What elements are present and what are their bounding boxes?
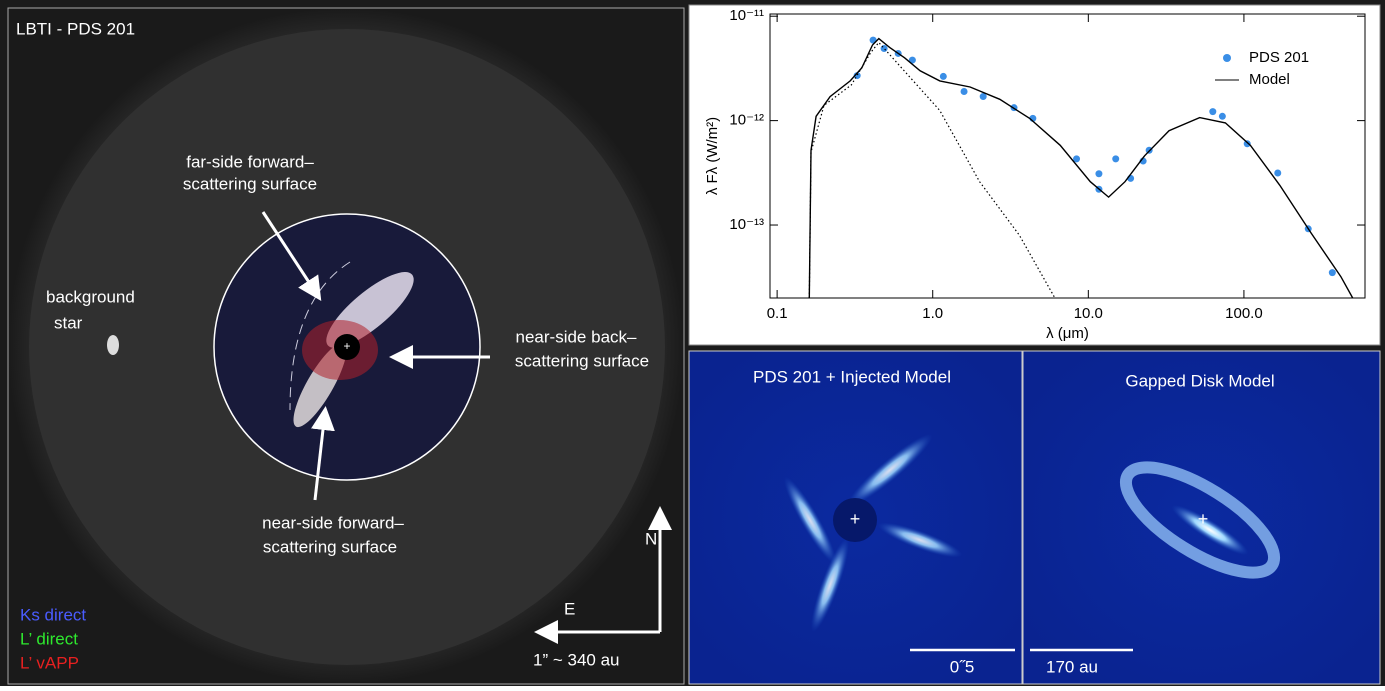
legend-label: L’ vAPP	[20, 653, 79, 672]
y-axis-label: λ Fλ (W/m²)	[704, 117, 721, 195]
legend-label: L’ direct	[20, 629, 78, 648]
data-point	[1243, 140, 1251, 148]
data-point	[960, 88, 968, 96]
plot-frame	[769, 13, 1366, 299]
disk-model	[1119, 461, 1281, 579]
annotation: scattering surface	[183, 174, 317, 193]
data-point	[1095, 170, 1103, 178]
x-axis-label: λ (μm)	[1046, 325, 1089, 342]
data-point	[979, 93, 987, 101]
data-point	[1328, 269, 1336, 277]
data-point	[908, 56, 916, 64]
panel-title: LBTI - PDS 201	[16, 19, 135, 38]
x-tick-label: 10.0	[1074, 305, 1103, 322]
star-mask	[833, 498, 877, 542]
photosphere-line	[808, 41, 1056, 299]
data-point	[1218, 112, 1226, 120]
dashed-arc	[289, 261, 351, 411]
disk-model	[1171, 504, 1249, 556]
star-marker: +	[850, 509, 861, 529]
annotation: near-side back–	[516, 327, 638, 346]
chart-panel	[688, 4, 1381, 346]
x-tick-label: 0.1	[767, 305, 788, 322]
scale-label: 0˝5	[950, 657, 975, 676]
data-point	[939, 72, 947, 80]
scale-label: 1” ~ 340 au	[533, 650, 620, 669]
data-point	[1112, 155, 1120, 163]
annotation: background	[46, 287, 135, 306]
legend-label: PDS 201	[1249, 49, 1309, 66]
scale-label: 170 au	[1046, 657, 1098, 676]
star-marker: +	[343, 339, 350, 353]
legend-marker	[1223, 54, 1231, 62]
legend-label: Ks direct	[20, 605, 86, 624]
panel-title: PDS 201 + Injected Model	[753, 367, 951, 386]
y-tick-label: 10⁻¹²	[729, 112, 764, 129]
data-point	[1274, 169, 1282, 177]
residual-streaks	[783, 433, 963, 633]
arrow	[311, 406, 335, 501]
data-point	[1209, 108, 1217, 116]
legend-label: Model	[1249, 71, 1290, 88]
annotation: scattering surface	[515, 351, 649, 370]
compass-label: N	[645, 529, 657, 548]
annotation: near-side forward–	[262, 513, 404, 532]
data-point	[1073, 155, 1081, 163]
model-line	[808, 37, 1354, 299]
data-point	[880, 45, 888, 53]
star-mask	[334, 334, 360, 360]
x-tick-label: 100.0	[1225, 305, 1263, 322]
arrow	[261, 211, 322, 302]
star-marker: +	[1198, 509, 1209, 529]
annotation: scattering surface	[263, 537, 397, 556]
annotation: star	[54, 313, 83, 332]
compass-label: E	[564, 599, 575, 618]
annotation: far-side forward–	[186, 152, 314, 171]
y-tick-label: 10⁻¹¹	[729, 7, 764, 24]
x-tick-label: 1.0	[922, 305, 943, 322]
y-tick-label: 10⁻¹³	[729, 216, 764, 233]
background-star	[107, 335, 119, 355]
panel-title: Gapped Disk Model	[1125, 371, 1274, 390]
